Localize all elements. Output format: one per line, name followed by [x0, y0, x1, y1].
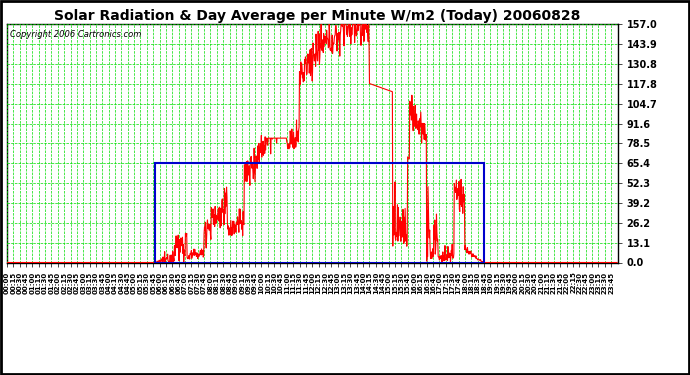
- Bar: [155, 163, 484, 262]
- Text: Solar Radiation & Day Average per Minute W/m2 (Today) 20060828: Solar Radiation & Day Average per Minute…: [55, 9, 580, 23]
- Text: Copyright 2006 Cartronics.com: Copyright 2006 Cartronics.com: [10, 30, 141, 39]
